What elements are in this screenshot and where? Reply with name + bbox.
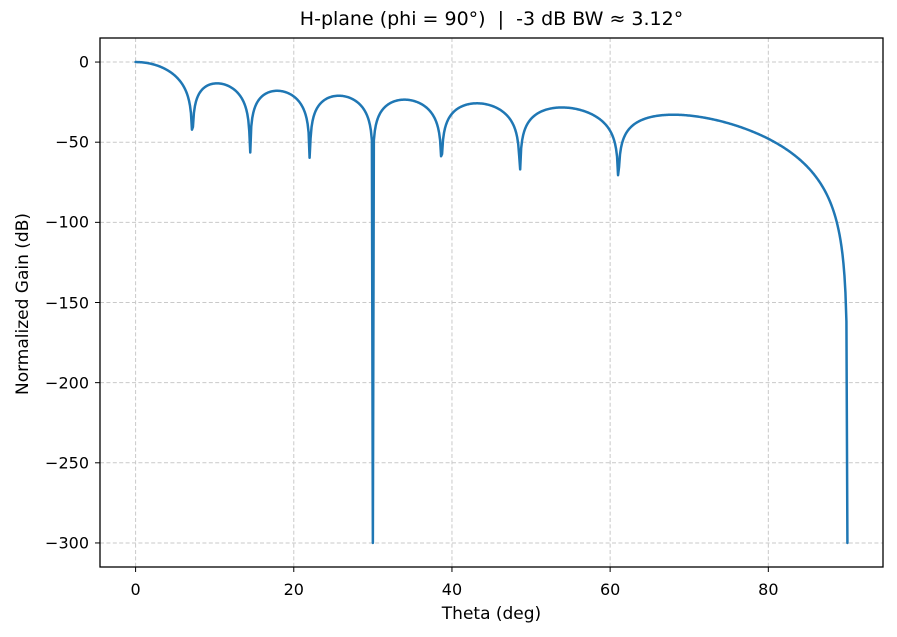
y-tick-label: −250 <box>45 453 89 473</box>
x-axis-label: Theta (deg) <box>441 604 542 624</box>
y-tick-label: −100 <box>45 212 89 232</box>
axis-ticks <box>95 61 769 572</box>
y-axis-label: Normalized Gain (dB) <box>13 212 33 396</box>
grid-lines <box>100 38 883 567</box>
x-tick-label: 80 <box>758 580 779 599</box>
y-tick-label: −200 <box>45 373 89 393</box>
x-tick-label: 0 <box>130 580 141 599</box>
y-tick-label: −50 <box>55 132 89 152</box>
x-tick-label: 60 <box>599 580 621 599</box>
y-tick-label: 0 <box>78 52 89 72</box>
x-tick-label: 40 <box>441 580 463 599</box>
x-tick-label: 20 <box>283 580 304 599</box>
y-tick-label: −150 <box>45 293 89 312</box>
gain-curve <box>134 60 849 545</box>
y-tick-label: −300 <box>45 533 89 553</box>
chart-title: H-plane (phi = 90°) | -3 dB BW ≈ 3.12° <box>299 8 684 30</box>
